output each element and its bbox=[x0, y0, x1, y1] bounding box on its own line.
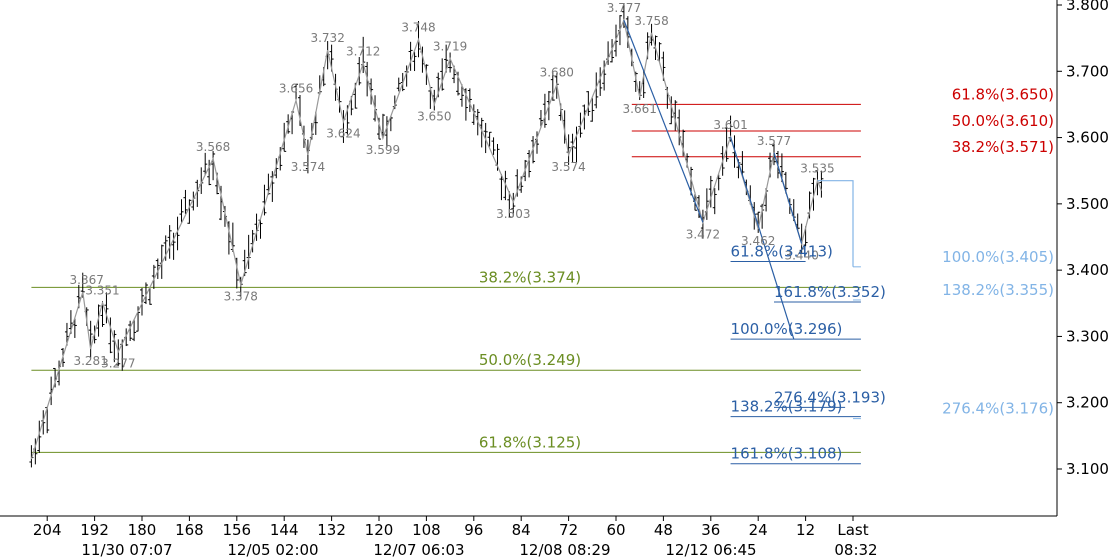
x-tick-label: 12 bbox=[796, 521, 815, 539]
x-tick-label: 144 bbox=[270, 521, 299, 539]
y-tick-label: 3.500 bbox=[1066, 195, 1109, 213]
y-tick-label: 3.600 bbox=[1066, 129, 1109, 147]
fib-labels: 38.2%(3.374) 50.0%(3.249) 61.8%(3.125) 61.8… bbox=[479, 85, 1054, 462]
x-tick-label: 108 bbox=[412, 521, 441, 539]
x-date-label: 12/07 06:03 bbox=[373, 541, 464, 559]
swing-label: 3.577 bbox=[757, 134, 791, 148]
swing-label: 3.719 bbox=[433, 40, 467, 54]
x-date-label: 08:32 bbox=[834, 541, 877, 559]
x-tick-label: 180 bbox=[128, 521, 157, 539]
projection-line bbox=[773, 152, 803, 244]
swing-label: 3.472 bbox=[686, 227, 720, 241]
fib-level-label: 38.2%(3.374) bbox=[479, 268, 581, 286]
x-tick-label: 204 bbox=[33, 521, 62, 539]
swing-label: 3.277 bbox=[101, 357, 135, 371]
fib-level-label: 138.2%(3.355) bbox=[942, 281, 1054, 299]
x-tick-label: 48 bbox=[654, 521, 673, 539]
x-tick-label: 96 bbox=[464, 521, 483, 539]
fib-level-label: 276.4%(3.193) bbox=[774, 388, 886, 406]
fib-level-label: 50.0%(3.610) bbox=[952, 112, 1054, 130]
fib-level-label: 61.8%(3.413) bbox=[731, 243, 833, 261]
y-tick-label: 3.300 bbox=[1066, 327, 1109, 345]
swing-label: 3.748 bbox=[401, 20, 435, 34]
x-date-label: 12/12 06:45 bbox=[665, 541, 756, 559]
x-tick-label: 84 bbox=[512, 521, 531, 539]
y-tick-label: 3.400 bbox=[1066, 261, 1109, 279]
swing-label: 3.624 bbox=[326, 127, 360, 141]
swing-label: 3.680 bbox=[540, 66, 574, 80]
x-tick-label: 168 bbox=[175, 521, 204, 539]
fib-level-label: 50.0%(3.249) bbox=[479, 351, 581, 369]
y-tick-label: 3.800 bbox=[1066, 0, 1109, 14]
x-tick-label: 120 bbox=[365, 521, 394, 539]
fib-level-label: 100.0%(3.405) bbox=[942, 248, 1054, 266]
swing-label: 3.758 bbox=[634, 14, 668, 28]
fib-level-label: 161.8%(3.108) bbox=[731, 445, 843, 463]
x-tick-label: 192 bbox=[80, 521, 109, 539]
y-tick-label: 3.700 bbox=[1066, 62, 1109, 80]
x-date-label: 12/08 08:29 bbox=[519, 541, 610, 559]
fib-level-label: 276.4%(3.176) bbox=[942, 400, 1054, 418]
x-tick-label: 156 bbox=[222, 521, 251, 539]
swing-label: 3.367 bbox=[70, 273, 104, 287]
fib-level-label: 61.8%(3.650) bbox=[952, 85, 1054, 103]
swing-label: 3.777 bbox=[607, 1, 641, 15]
fib-level-label: 38.2%(3.571) bbox=[952, 138, 1054, 156]
fib-level-label: 138.2%(3.179) bbox=[731, 398, 843, 416]
swing-label: 3.440 bbox=[784, 249, 818, 263]
fib-level-label: 61.8%(3.125) bbox=[479, 433, 581, 451]
swing-label: 3.601 bbox=[713, 118, 747, 132]
fib-level-label: 100.0%(3.296) bbox=[731, 320, 843, 338]
projection-line bbox=[817, 180, 854, 267]
swing-label: 3.574 bbox=[551, 160, 585, 174]
swing-label: 3.574 bbox=[291, 160, 325, 174]
swing-label: 3.378 bbox=[224, 290, 258, 304]
swing-label: 3.281 bbox=[73, 354, 107, 368]
swing-label: 3.535 bbox=[800, 162, 834, 176]
fib-levels bbox=[31, 103, 861, 465]
projection-line bbox=[623, 19, 704, 223]
x-tick-label: 24 bbox=[749, 521, 768, 539]
swing-label: 3.732 bbox=[310, 31, 344, 45]
x-tick-label: Last bbox=[837, 521, 868, 539]
y-tick-label: 3.200 bbox=[1066, 394, 1109, 412]
swing-label: 3.568 bbox=[196, 140, 230, 154]
x-tick-label: 132 bbox=[317, 521, 346, 539]
swing-label: 3.599 bbox=[366, 143, 400, 157]
swing-label: 3.661 bbox=[623, 102, 657, 116]
swing-label: 3.351 bbox=[85, 284, 119, 298]
price-bars bbox=[29, 3, 824, 468]
x-date-label: 11/30 07:07 bbox=[81, 541, 172, 559]
x-tick-label: 72 bbox=[559, 521, 578, 539]
swing-label: 3.712 bbox=[346, 44, 380, 58]
y-tick-label: 3.100 bbox=[1066, 460, 1109, 478]
fib-level-label: 161.8%(3.352) bbox=[774, 283, 886, 301]
swing-label: 3.462 bbox=[741, 234, 775, 248]
swing-label: 3.503 bbox=[496, 207, 530, 221]
swing-label: 3.650 bbox=[417, 109, 451, 123]
projection-line bbox=[729, 136, 795, 340]
x-tick-label: 60 bbox=[606, 521, 625, 539]
x-date-label: 12/05 02:00 bbox=[227, 541, 318, 559]
swing-label: 3.656 bbox=[279, 81, 313, 95]
x-tick-label: 36 bbox=[701, 521, 720, 539]
projection-lines bbox=[623, 19, 854, 340]
